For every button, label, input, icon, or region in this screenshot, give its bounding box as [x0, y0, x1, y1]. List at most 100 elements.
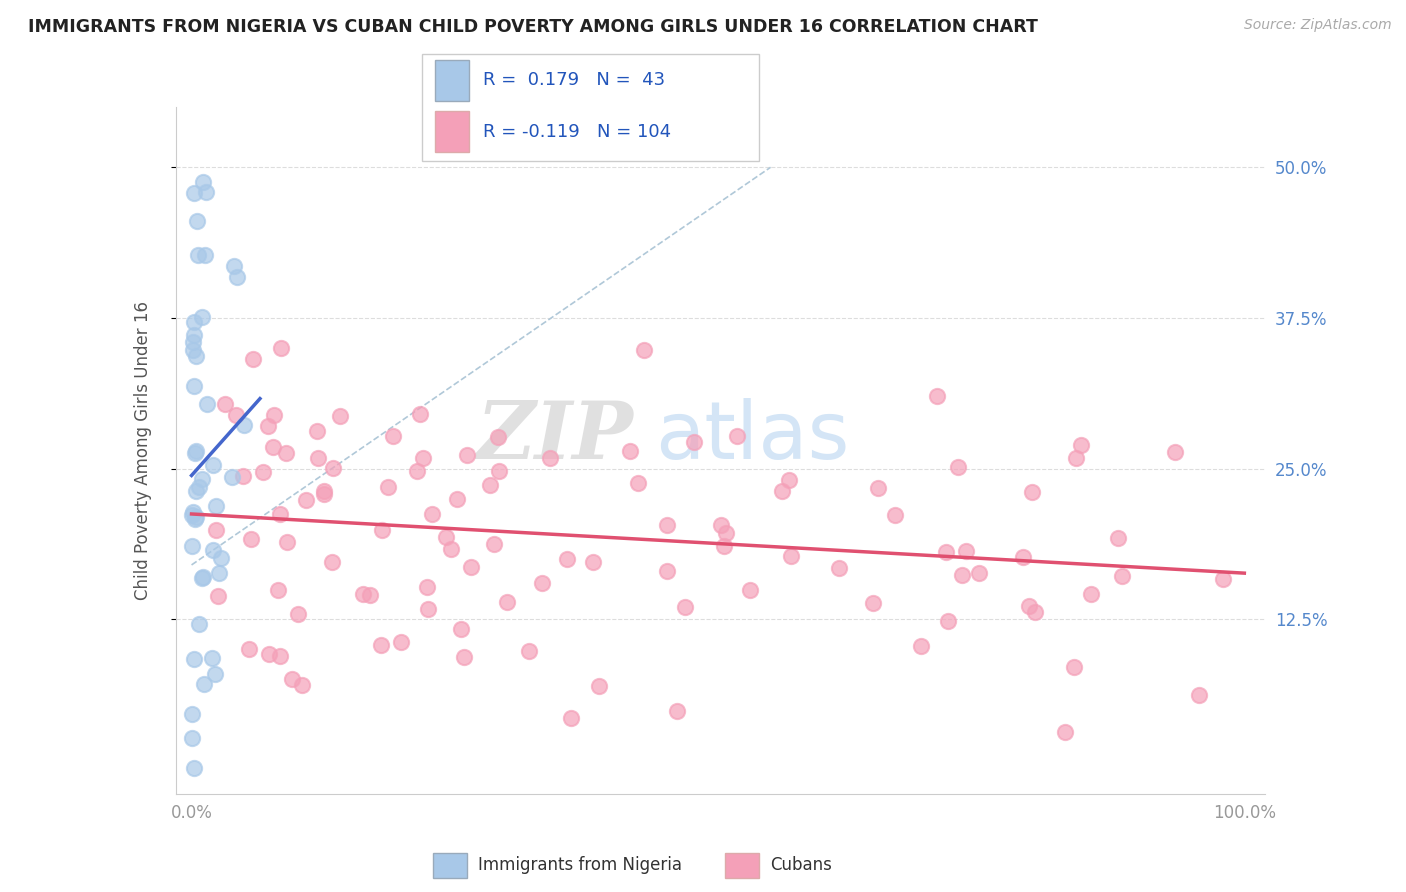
- Point: [312, 486, 335, 500]
- Text: IMMIGRANTS FROM NIGERIA VS CUBAN CHILD POVERTY AMONG GIRLS UNDER 16 CORRELATION : IMMIGRANTS FROM NIGERIA VS CUBAN CHILD P…: [28, 18, 1038, 36]
- Point: [780, 549, 803, 564]
- Point: [205, 499, 228, 513]
- Point: [1021, 485, 1043, 500]
- Point: [657, 517, 679, 532]
- Point: [725, 429, 748, 443]
- Point: [666, 704, 689, 718]
- Point: [456, 448, 478, 462]
- Point: [582, 555, 605, 569]
- Point: [950, 567, 973, 582]
- Point: [195, 397, 218, 411]
- Point: [204, 667, 226, 681]
- Point: [226, 269, 249, 284]
- Point: [183, 761, 205, 775]
- Point: [202, 458, 225, 472]
- Point: [201, 651, 224, 665]
- Point: [193, 677, 215, 691]
- FancyBboxPatch shape: [436, 112, 470, 152]
- Point: [415, 580, 437, 594]
- Point: [321, 555, 343, 569]
- Point: [1164, 444, 1187, 458]
- Point: [1063, 660, 1085, 674]
- Point: [1212, 573, 1234, 587]
- Point: [946, 459, 969, 474]
- Point: [560, 711, 582, 725]
- Point: [294, 492, 316, 507]
- Point: [214, 396, 236, 410]
- Point: [1111, 569, 1133, 583]
- Point: [1012, 549, 1035, 564]
- Point: [770, 483, 793, 498]
- Point: [329, 409, 352, 424]
- Point: [619, 444, 641, 458]
- Point: [683, 434, 706, 449]
- Point: [208, 566, 231, 580]
- Point: [714, 525, 737, 540]
- Point: [495, 595, 517, 609]
- Point: [287, 607, 309, 621]
- Point: [482, 536, 505, 550]
- FancyBboxPatch shape: [422, 54, 759, 161]
- Point: [827, 561, 849, 575]
- Point: [633, 343, 655, 357]
- Point: [188, 616, 211, 631]
- Point: [381, 429, 404, 443]
- Point: [1064, 450, 1087, 465]
- Point: [868, 481, 890, 495]
- Point: [180, 731, 202, 745]
- Point: [269, 649, 291, 664]
- Point: [276, 446, 298, 460]
- Point: [180, 706, 202, 721]
- Point: [370, 638, 392, 652]
- Point: [488, 464, 510, 478]
- Point: [910, 640, 932, 654]
- Point: [191, 570, 214, 584]
- Point: [371, 523, 394, 537]
- Point: [955, 544, 977, 558]
- Point: [409, 407, 432, 421]
- Point: [713, 539, 735, 553]
- Point: [312, 484, 335, 499]
- Point: [187, 248, 209, 262]
- Point: [406, 464, 429, 478]
- Point: [1018, 599, 1040, 613]
- Point: [276, 534, 298, 549]
- Point: [450, 622, 472, 636]
- Point: [209, 550, 232, 565]
- Point: [412, 450, 434, 465]
- Point: [181, 540, 204, 554]
- Point: [263, 408, 285, 422]
- Point: [555, 552, 578, 566]
- Point: [440, 541, 463, 556]
- Point: [460, 559, 482, 574]
- Point: [270, 341, 292, 355]
- Point: [1053, 725, 1076, 739]
- Point: [269, 508, 291, 522]
- Point: [936, 614, 959, 628]
- FancyBboxPatch shape: [433, 853, 467, 878]
- Point: [1024, 605, 1046, 619]
- Point: [389, 635, 412, 649]
- Point: [186, 444, 208, 458]
- Point: [242, 352, 264, 367]
- Text: Immigrants from Nigeria: Immigrants from Nigeria: [478, 856, 682, 874]
- FancyBboxPatch shape: [436, 60, 470, 101]
- Point: [291, 677, 314, 691]
- Point: [191, 310, 214, 324]
- Point: [420, 507, 443, 521]
- Point: [738, 582, 761, 597]
- Point: [183, 652, 205, 666]
- Text: R =  0.179   N =  43: R = 0.179 N = 43: [482, 71, 665, 89]
- Point: [657, 564, 679, 578]
- Point: [238, 642, 260, 657]
- Point: [1188, 688, 1211, 702]
- Y-axis label: Child Poverty Among Girls Under 16: Child Poverty Among Girls Under 16: [134, 301, 152, 600]
- Point: [190, 571, 212, 585]
- Text: R = -0.119   N = 104: R = -0.119 N = 104: [482, 123, 671, 141]
- Point: [259, 647, 281, 661]
- Point: [194, 248, 217, 262]
- Point: [967, 566, 990, 581]
- Point: [1070, 438, 1092, 452]
- Point: [262, 440, 284, 454]
- Point: [191, 175, 214, 189]
